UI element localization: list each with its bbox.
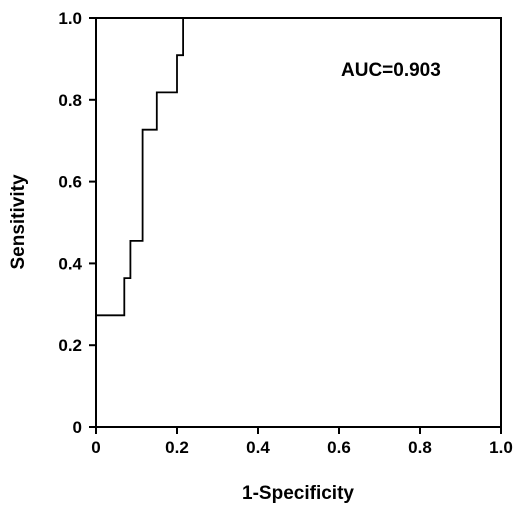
auc-annotation: AUC=0.903 — [341, 60, 441, 81]
x-tick-label: 0.2 — [165, 438, 189, 457]
y-tick-label: 0.8 — [58, 91, 82, 110]
y-tick-label: 0 — [73, 418, 82, 437]
x-tick-label: 0.4 — [246, 438, 270, 457]
y-tick-label: 0.4 — [58, 254, 82, 273]
y-tick-label: 1.0 — [58, 9, 82, 28]
x-tick-label: 0 — [91, 438, 100, 457]
y-tick-label: 0.2 — [58, 336, 82, 355]
x-axis-label: 1-Specificity — [242, 483, 354, 504]
ticks: 0 0.2 0.4 0.6 0.8 1.0 0 0.2 0.4 0.6 0.8 1.0 — [58, 9, 512, 457]
x-tick-label: 1.0 — [489, 438, 513, 457]
x-tick-label: 0.8 — [408, 438, 432, 457]
y-tick-label: 0.6 — [58, 173, 82, 192]
series — [95, 17, 501, 427]
roc-curve-line — [95, 17, 501, 427]
y-axis-label: Sensitivity — [8, 174, 29, 269]
x-tick-label: 0.6 — [327, 438, 351, 457]
